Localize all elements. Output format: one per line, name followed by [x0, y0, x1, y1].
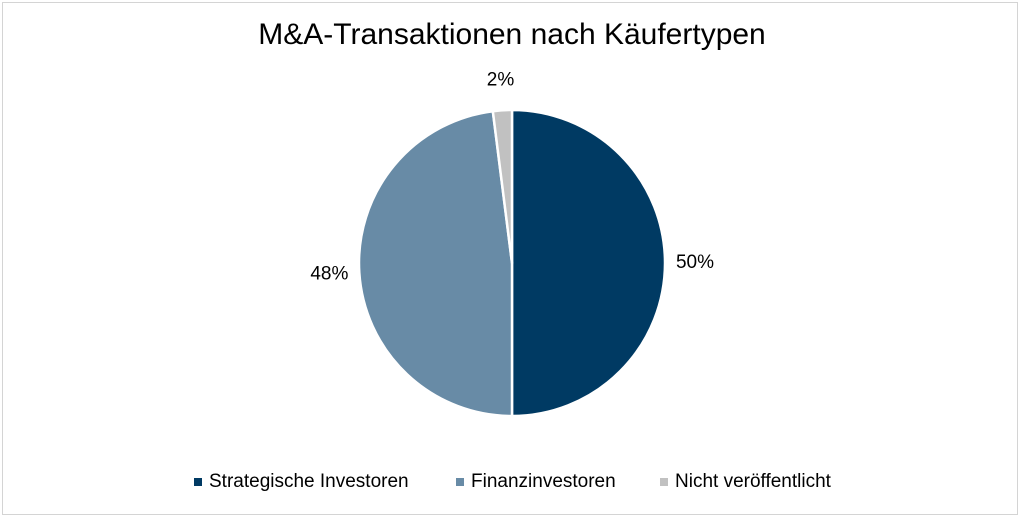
legend-label-strategische-investoren: Strategische Investoren [209, 471, 409, 492]
legend-label-finanzinvestoren: Finanzinvestoren [471, 471, 616, 492]
data-label-strategische-investoren: 50% [676, 252, 714, 273]
legend-swatch-strategische-investoren [194, 478, 202, 486]
legend-swatch-finanzinvestoren [456, 478, 464, 486]
legend-swatch-nicht-veroeffentlicht [660, 478, 668, 486]
pie-slice-strategische-investoren [510, 108, 667, 418]
data-label-nicht-veroeffentlicht: 2% [487, 69, 515, 90]
data-label-finanzinvestoren: 48% [310, 264, 348, 285]
legend-item-nicht-veroeffentlicht: Nicht veröffentlicht [660, 471, 831, 493]
legend-label-nicht-veroeffentlicht: Nicht veröffentlicht [675, 471, 831, 492]
legend: Strategische Investoren Finanzinvestoren… [0, 471, 1024, 499]
legend-item-finanzinvestoren: Finanzinvestoren [456, 471, 616, 493]
pie-slice-finanzinvestoren [357, 109, 514, 418]
pie-slice-nicht-veroeffentlicht [491, 108, 514, 265]
legend-item-strategische-investoren: Strategische Investoren [194, 471, 409, 493]
chart-title: M&A-Transaktionen nach Käufertypen [258, 18, 766, 51]
